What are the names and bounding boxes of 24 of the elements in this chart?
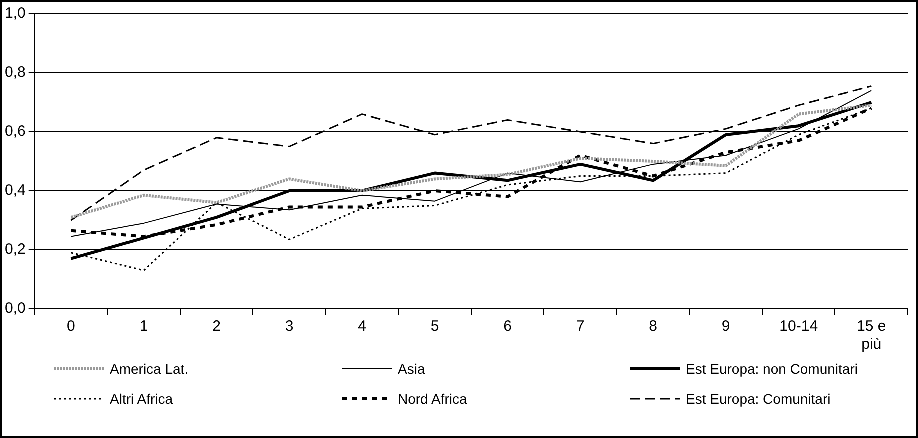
x-tick-label: 15 e più — [857, 318, 886, 354]
legend-label: Est Europa: non Comunitari — [686, 361, 858, 377]
x-tick-label: 2 — [212, 318, 221, 336]
x-tick-label: 9 — [722, 318, 730, 336]
legend-label: Altri Africa — [110, 391, 174, 407]
y-tick-label: 0,0 — [4, 300, 26, 318]
legend-label: America Lat. — [110, 361, 189, 377]
y-tick-label: 1,0 — [4, 5, 26, 22]
y-tick-label: 0,6 — [4, 123, 26, 140]
legend-label: Nord Africa — [398, 391, 468, 407]
x-tick-label: 6 — [504, 318, 512, 336]
x-tick-label: 1 — [140, 318, 148, 336]
x-tick-label: 7 — [576, 318, 585, 336]
y-tick-label: 0,4 — [4, 182, 26, 200]
x-tick-label: 8 — [649, 318, 658, 336]
x-tick-label: 4 — [358, 318, 366, 336]
x-tick-label: 3 — [285, 318, 294, 336]
x-tick-label: 10-14 — [780, 318, 818, 336]
y-tick-label: 0,2 — [4, 241, 26, 258]
legend-label: Est Europa: Comunitari — [686, 391, 831, 407]
x-tick-label: 5 — [430, 318, 440, 336]
legend-label: Asia — [398, 361, 426, 377]
x-tick-label: 0 — [67, 318, 76, 336]
y-tick-label: 0,8 — [4, 64, 26, 82]
